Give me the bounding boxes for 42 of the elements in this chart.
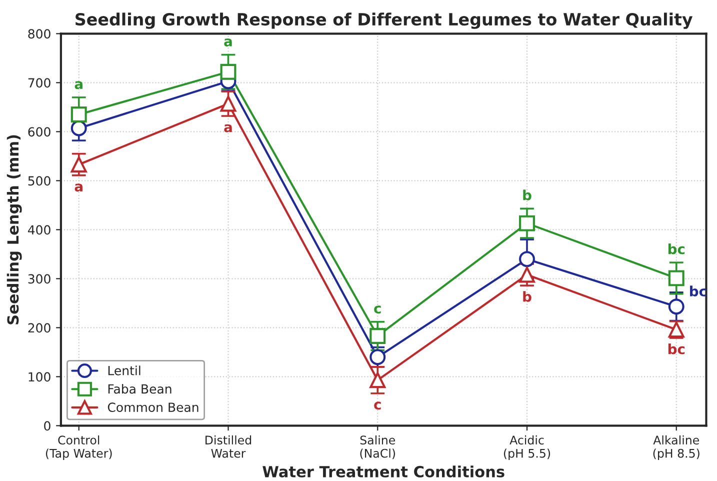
point [70,156,87,172]
annotation: b [523,291,532,302]
point [220,96,236,112]
point [519,251,535,268]
y-tick-label: 600 [28,127,50,137]
annotation: c [374,306,381,314]
legend-label: Lentil [108,366,140,376]
y-tick-label: 700 [28,78,50,88]
x-tick-label: Saline (NaCl) [360,435,396,460]
y-tick-label: 300 [28,274,50,284]
point [519,215,535,232]
point [668,298,684,315]
y-tick-label: 800 [28,29,50,39]
point [70,106,87,123]
point [370,372,386,388]
point [220,64,236,80]
legend-label: Faba Bean [108,384,172,394]
x-tick-label: Alkaline (pH 8.5) [653,435,700,460]
y-tick-label: 0 [44,421,50,431]
y-tick-label: 100 [28,372,50,382]
legend-label: Common Bean [108,402,198,412]
annotation: a [74,81,82,90]
annotation: a [224,124,232,132]
annotation: bc [668,344,685,354]
annotation: a [74,184,82,192]
point [668,270,684,286]
annotation: c [374,402,381,410]
y-tick-label: 400 [28,225,50,235]
point [519,266,535,283]
x-tick-label: Distilled Water [206,435,252,458]
x-axis-title: Water Treatment Conditions [262,466,504,478]
x-tick-label: Control (Tap Water) [46,435,112,460]
x-tick-label: Acidic (pH 5.5) [504,435,550,460]
point [370,349,386,366]
annotation: b [523,190,532,200]
point [370,328,386,344]
y-tick-label: 200 [28,323,50,333]
annotation: bc [668,244,685,254]
y-tick-label: 500 [28,176,50,186]
chart-title: Seedling Growth Response of Different Legumes to Water Quality [76,12,693,29]
y-axis-title: Seedling Length (mm) [6,135,22,324]
annotation: a [224,38,232,46]
